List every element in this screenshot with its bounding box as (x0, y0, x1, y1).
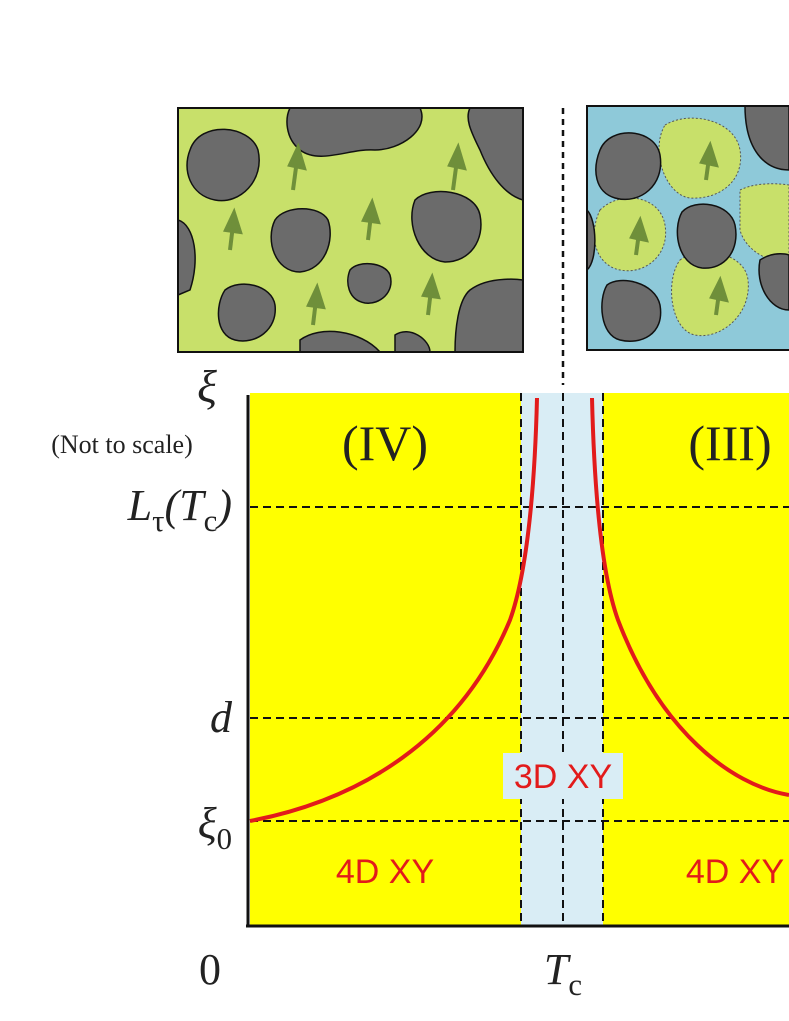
region-label: (III) (688, 415, 771, 471)
plot-area (250, 393, 789, 925)
right-panel-frame (586, 105, 789, 351)
label-part: d (210, 693, 233, 742)
subscript: 0 (217, 822, 232, 856)
correlation-curve (249, 397, 789, 823)
scale-note: (Not to scale) (51, 430, 193, 459)
label-part: L (127, 481, 152, 530)
phase-label: 4D XY (686, 853, 784, 891)
y-symbol: ξ (197, 361, 217, 412)
subscript: τ (152, 504, 164, 538)
y-level-label: Lτ(Tc) (127, 481, 232, 538)
origin-label: 0 (199, 945, 221, 994)
guides (250, 393, 789, 925)
label-part: (T (165, 481, 208, 530)
label-part: ) (214, 481, 232, 530)
left-panel (178, 108, 523, 352)
left-panel-frame (177, 107, 524, 353)
subscript: c (568, 968, 582, 1002)
axes (246, 395, 789, 928)
subscript: c (204, 504, 218, 538)
phase-label: 4D XY (336, 853, 434, 891)
label-part: ξ (198, 799, 217, 848)
phase-label-bg (503, 753, 623, 799)
y-level-label: ξ0 (198, 799, 232, 856)
y-level-label: d (210, 693, 233, 742)
right-panel (587, 106, 789, 350)
x-label: Tc (544, 945, 582, 1002)
region-label: (IV) (342, 415, 428, 471)
phase-label: 3D XY (514, 758, 612, 796)
label-part: T (544, 945, 572, 994)
